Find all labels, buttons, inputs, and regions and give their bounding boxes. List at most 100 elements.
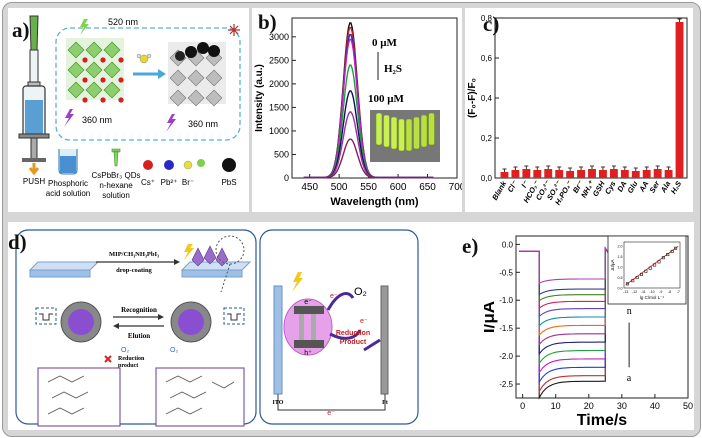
panel-a: PUSH 520 nm 360 nm 36 [8, 8, 249, 212]
bar [664, 170, 673, 178]
series-label-n: n [627, 306, 632, 317]
coated-electrode-edge [181, 269, 243, 278]
external-circuit [277, 394, 386, 411]
ito-substrate-edge [29, 269, 91, 278]
inset-y-tick-label: 2.0 [618, 244, 623, 248]
panel-e-label: e) [462, 234, 479, 258]
inset-y-tick-label: 0.0 [618, 286, 623, 290]
circuit-electron-label: e⁻ [327, 410, 335, 417]
cb-electron-label: e⁻ [304, 299, 312, 306]
x-tick-label: 40 [650, 401, 660, 411]
wavelength-360-right: 360 nm [188, 119, 218, 129]
vial-photo [428, 112, 435, 146]
panel-a-schematic: PUSH 520 nm 360 nm 36 [18, 15, 241, 200]
electron-transfer-arrow [326, 292, 355, 311]
vb-hole-label: h⁺ [304, 350, 312, 357]
inset-y-label: ΔI/μA [610, 259, 615, 270]
category-label: I⁻ [519, 179, 530, 190]
octahedron [85, 61, 103, 79]
y-tick-label: 3000 [269, 32, 289, 42]
wavelength-520: 520 nm [108, 17, 138, 27]
y-tick-label: 500 [274, 149, 289, 159]
inset-x-tick-label: -10 [649, 290, 654, 294]
photocurrent-trace [519, 246, 622, 302]
y-axis-label: Intensity (a.u.) [254, 64, 265, 132]
inset-point [657, 260, 661, 264]
y-tick-label: -1.0 [499, 296, 513, 305]
x-tick-label: 30 [617, 401, 627, 411]
vial-photo [405, 118, 413, 152]
photocurrent-trace [519, 246, 622, 356]
inset-y-tick-label: 0.5 [618, 276, 623, 280]
zoom-leader [220, 263, 231, 293]
inset-point [640, 272, 644, 276]
bar [566, 171, 575, 178]
inset-point [674, 246, 678, 250]
legend-pbs: PbS [221, 178, 236, 187]
y-tick-label: -2.5 [499, 380, 513, 389]
band-gap-bar [299, 314, 304, 340]
y-tick-label: 2000 [269, 79, 289, 89]
octahedron [205, 89, 223, 107]
x-axis-label: Time/s [577, 412, 628, 429]
legend-pb: Pb²⁺ [161, 178, 178, 187]
inset-point [626, 282, 630, 286]
bar [544, 169, 553, 178]
cavity-box-right [223, 307, 245, 325]
bar [555, 170, 564, 178]
octahedron [187, 89, 205, 107]
y-tick-label: -0.5 [499, 268, 513, 277]
inset-x-tick-label: -11 [641, 290, 646, 294]
inset-x-tick-label: -12 [632, 290, 637, 294]
x-tick-label: 500 [331, 182, 348, 193]
cs-atom [100, 97, 106, 103]
annotation-0um: 0 μM [372, 37, 397, 49]
perovskite-lattice-left [66, 38, 124, 103]
cs-atom [82, 57, 88, 63]
photocurrent-trace [519, 246, 622, 365]
inset-y-tick-label: 1.5 [618, 255, 623, 259]
o2-label-right: O₂ [170, 347, 178, 354]
octahedron [85, 81, 103, 99]
br-ion-icon [183, 160, 193, 170]
category-label: Cl⁻ [506, 179, 520, 194]
reduction-product-line1: Reduction [336, 330, 370, 337]
photocurrent-chart: 0 10 20 30 40 50 0.0 -0.5 -1.0 -1.5 -2.0 -2.5 Time/s… [479, 235, 693, 429]
x-tick-label: 600 [390, 182, 407, 193]
panel-d-schematic: MIP/CH₃NH₃PbI₃ drop-coating Recognition … [15, 229, 419, 427]
bar [599, 170, 607, 178]
inset-point [661, 256, 665, 260]
photocurrent-trace [519, 246, 622, 337]
reduction-arrow [329, 329, 362, 340]
bar [620, 170, 629, 178]
x-tick-label: 20 [584, 401, 594, 411]
perovskite-crystal-icon [191, 245, 229, 267]
ito-electrode [273, 285, 283, 395]
bar [588, 169, 596, 178]
inset-fit-line [625, 245, 679, 286]
photocurrent-trace [519, 246, 622, 310]
panel-d-label: d) [8, 230, 27, 254]
uv-bolt-icon [166, 114, 176, 132]
y-tick-label: -1.5 [499, 324, 513, 333]
photocurrent-trace [519, 246, 622, 296]
octahedron [187, 69, 205, 87]
pt-electron-arrow [363, 338, 381, 352]
elution-label: Elution [128, 332, 150, 340]
bar [577, 170, 585, 178]
octahedron [169, 89, 187, 107]
y-tick-label: 2500 [269, 55, 289, 65]
push-label: PUSH [23, 177, 45, 186]
cs-atom [100, 57, 106, 63]
transfer-electron-label: e⁻ [330, 293, 338, 300]
x-tick-label: 700 [449, 182, 462, 193]
recognition-label: Recognition [121, 306, 157, 314]
photocurrent-trace [519, 246, 622, 375]
vial-photo [398, 118, 405, 152]
panel-a-label: a) [12, 18, 30, 42]
octahedron [103, 41, 121, 59]
bar [500, 172, 509, 178]
bar [642, 170, 651, 178]
panel-b: 450 500 550 600 650 700 0 500 1000 1500 2000 2500 30… [252, 8, 466, 212]
inset-plot-frame [623, 241, 681, 289]
